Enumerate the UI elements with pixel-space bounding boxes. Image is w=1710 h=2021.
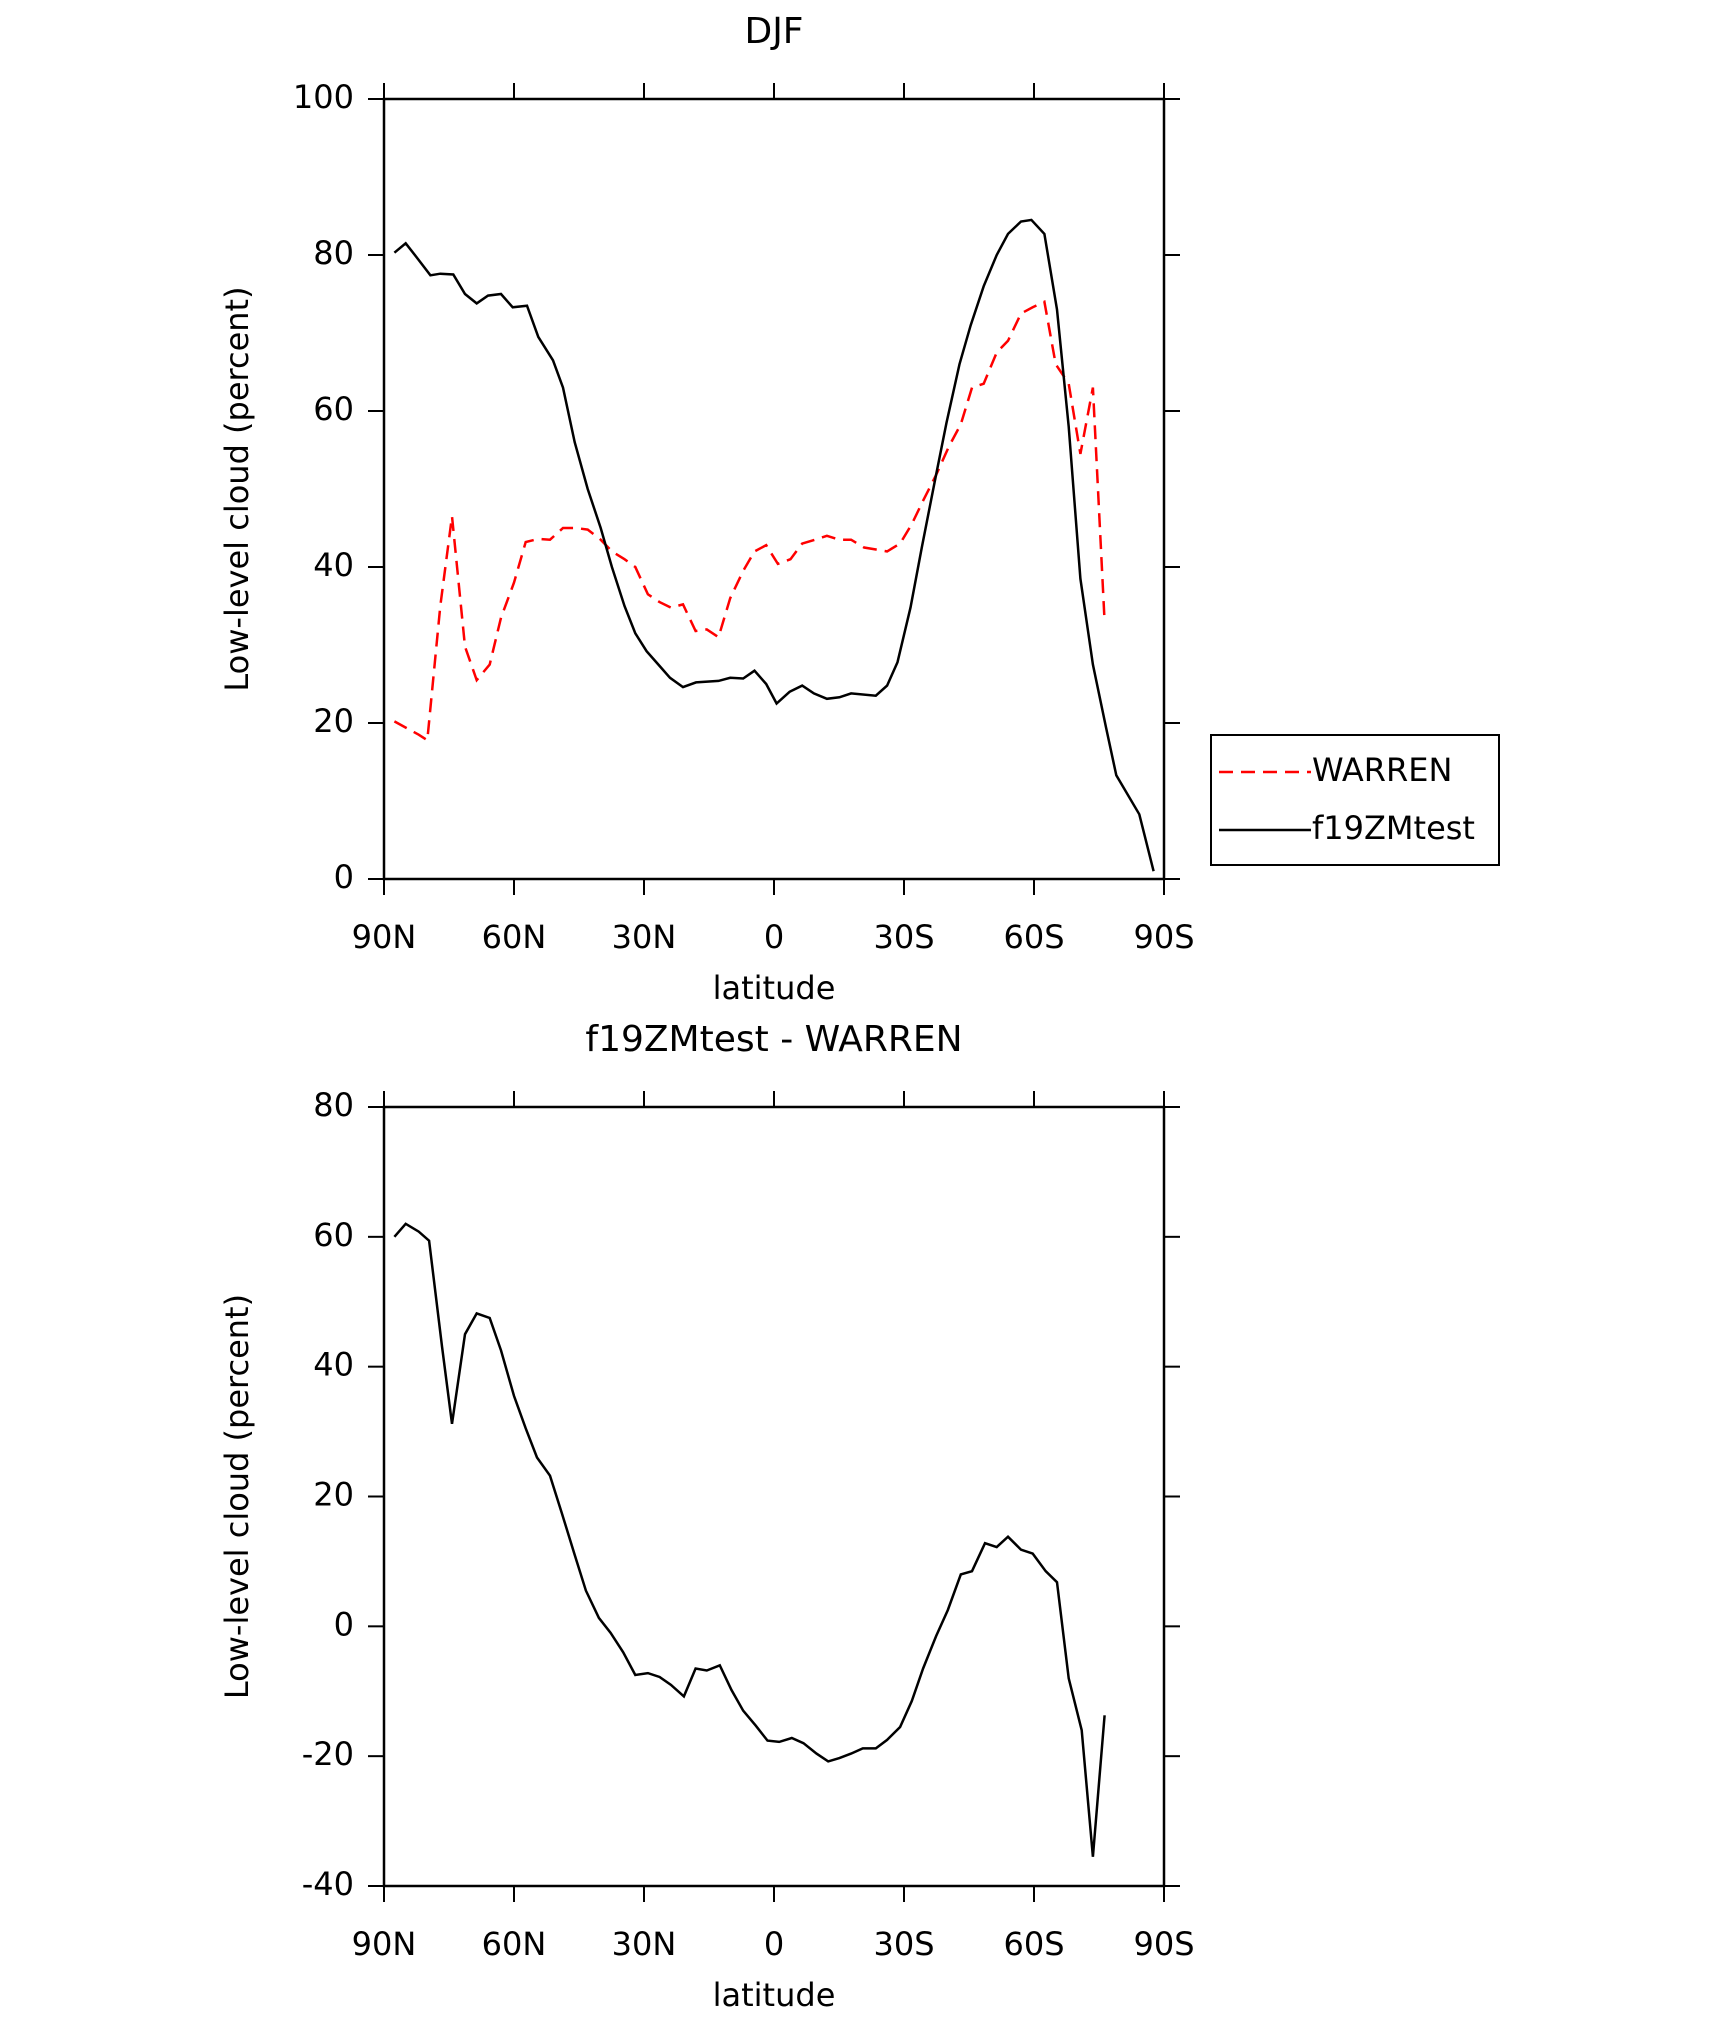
data-line (393, 299, 1106, 743)
data-line (393, 218, 1155, 872)
x-tick-label: 90S (1133, 918, 1194, 956)
x-tick-label: 0 (764, 1925, 784, 1963)
x-tick-label: 30N (612, 918, 677, 956)
x-tick-label: 60N (482, 918, 547, 956)
legend-box (1210, 734, 1500, 866)
x-tick-label: 60S (1003, 1925, 1064, 1963)
x-tick-label: 30N (612, 1925, 677, 1963)
y-axis-label: Low-level cloud (percent) (218, 286, 256, 691)
y-tick-label: 0 (334, 1605, 354, 1643)
y-tick-label: 40 (313, 546, 354, 584)
chart-title: DJF (744, 11, 803, 52)
y-tick-label: 60 (313, 1216, 354, 1254)
x-tick-label: 30S (873, 1925, 934, 1963)
x-tick-label: 30S (873, 918, 934, 956)
legend-label: f19ZMtest (1312, 809, 1475, 847)
legend-label: WARREN (1312, 751, 1452, 789)
x-axis-label: latitude (713, 969, 836, 1007)
plot-frame (382, 1105, 1166, 1888)
y-tick-label: 0 (334, 858, 354, 896)
x-tick-label: 60S (1003, 918, 1064, 956)
x-tick-label: 90N (352, 1925, 417, 1963)
x-axis-label: latitude (713, 1976, 836, 2014)
plot-frame (382, 97, 1166, 881)
y-tick-label: -20 (302, 1735, 354, 1773)
y-tick-label: 20 (313, 702, 354, 740)
y-tick-label: -40 (302, 1865, 354, 1903)
y-tick-label: 100 (293, 78, 354, 116)
chart-title: f19ZMtest - WARREN (585, 1019, 962, 1060)
y-tick-label: 20 (313, 1476, 354, 1514)
y-axis-label: Low-level cloud (percent) (218, 1294, 256, 1699)
data-line (393, 1222, 1106, 1857)
x-tick-label: 90S (1133, 1925, 1194, 1963)
x-tick-label: 60N (482, 1925, 547, 1963)
y-tick-label: 40 (313, 1346, 354, 1384)
x-tick-label: 0 (764, 918, 784, 956)
x-tick-label: 90N (352, 918, 417, 956)
y-tick-label: 60 (313, 390, 354, 428)
y-tick-label: 80 (313, 1086, 354, 1124)
y-tick-label: 80 (313, 234, 354, 272)
